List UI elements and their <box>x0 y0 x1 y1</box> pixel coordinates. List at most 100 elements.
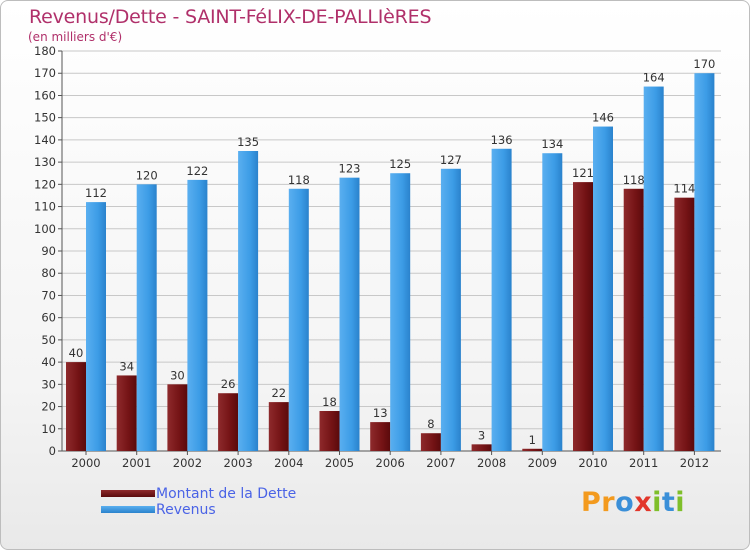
bar-revenus <box>643 86 664 452</box>
data-label-dette: 118 <box>623 173 645 187</box>
bar-revenus <box>187 179 208 451</box>
x-tick-label: 2003 <box>223 456 252 470</box>
x-tick-label: 2001 <box>122 456 151 470</box>
logo-letter: i <box>675 487 686 518</box>
bar-dette <box>167 384 188 451</box>
legend-label-revenus: Revenus <box>156 502 216 518</box>
x-tick-label: 2004 <box>274 456 303 470</box>
bar-revenus <box>86 202 106 451</box>
bar-revenus <box>593 126 613 452</box>
bar-revenus <box>136 184 157 452</box>
bar-dette <box>268 402 289 451</box>
x-tick-label: 2005 <box>325 456 354 470</box>
x-tick-label: 2008 <box>477 456 506 470</box>
y-tick-label: 60 <box>41 311 56 325</box>
logo-letter: i <box>652 487 662 518</box>
y-tick-label: 40 <box>41 355 56 369</box>
y-tick-label: 100 <box>34 222 56 236</box>
data-label-revenus: 164 <box>643 71 665 85</box>
data-label-dette: 121 <box>572 166 594 180</box>
data-label-dette: 40 <box>69 346 84 360</box>
data-label-revenus: 127 <box>440 153 462 167</box>
y-tick-label: 90 <box>41 244 56 258</box>
legend: Montant de la Dette Revenus <box>101 486 361 519</box>
legend-swatch-dette <box>101 490 155 497</box>
bar-dette <box>623 188 644 451</box>
data-label-dette: 13 <box>373 406 388 420</box>
data-label-revenus: 135 <box>237 135 259 149</box>
bar-revenus <box>339 177 360 451</box>
data-label-revenus: 136 <box>491 133 513 147</box>
logo-letter: x <box>634 487 653 518</box>
data-label-dette: 30 <box>170 368 185 382</box>
data-label-revenus: 146 <box>592 111 614 125</box>
x-tick-label: 2002 <box>173 456 202 470</box>
y-tick-label: 30 <box>41 377 56 391</box>
bar-revenus <box>694 73 715 451</box>
x-tick-label: 2009 <box>528 456 557 470</box>
x-tick-label: 2007 <box>426 456 455 470</box>
x-tick-label: 2010 <box>578 456 607 470</box>
y-tick-label: 20 <box>41 400 56 414</box>
y-tick-label: 180 <box>34 44 56 58</box>
legend-swatch-revenus <box>101 506 155 513</box>
y-tick-label: 80 <box>41 266 56 280</box>
bars <box>66 73 715 452</box>
y-tick-label: 170 <box>34 66 56 80</box>
legend-label-dette: Montant de la Dette <box>156 486 297 502</box>
logo-letter: t <box>661 487 676 518</box>
bar-dette <box>573 182 593 451</box>
labels: 0102030405060708090100110120130140150160… <box>34 44 715 470</box>
bar-revenus <box>542 153 563 451</box>
data-label-revenus: 134 <box>541 137 563 151</box>
bar-dette <box>471 444 492 451</box>
data-label-revenus: 123 <box>339 162 361 176</box>
logo-letter: P <box>581 487 602 518</box>
data-label-dette: 3 <box>478 428 485 442</box>
bar-dette <box>116 375 137 451</box>
x-tick-label: 2011 <box>629 456 658 470</box>
data-label-revenus: 118 <box>288 173 310 187</box>
bar-revenus <box>491 148 512 451</box>
data-label-dette: 18 <box>322 395 337 409</box>
data-label-revenus: 122 <box>186 164 208 178</box>
data-label-dette: 22 <box>271 386 286 400</box>
y-tick-label: 150 <box>34 111 56 125</box>
y-tick-label: 110 <box>34 200 56 214</box>
data-label-dette: 1 <box>529 433 536 447</box>
x-tick-label: 2006 <box>376 456 405 470</box>
bar-dette <box>218 393 239 451</box>
bar-dette <box>319 411 340 451</box>
proxiti-logo: Proxiti <box>581 487 685 518</box>
y-tick-label: 160 <box>34 88 56 102</box>
bar-revenus <box>390 173 411 451</box>
data-label-revenus: 112 <box>85 186 107 200</box>
bar-revenus <box>440 168 461 451</box>
chart-subtitle: (en milliers d'€) <box>28 30 123 44</box>
bar-revenus <box>288 188 309 451</box>
axes <box>58 50 721 455</box>
y-tick-label: 140 <box>34 133 56 147</box>
y-tick-label: 130 <box>34 155 56 169</box>
data-label-revenus: 170 <box>693 57 715 71</box>
logo-letter: o <box>615 487 635 518</box>
data-label-dette: 8 <box>427 417 434 431</box>
bar-dette <box>370 422 391 451</box>
data-label-revenus: 120 <box>136 168 158 182</box>
data-label-dette: 34 <box>119 359 134 373</box>
bar-dette <box>420 433 441 451</box>
bar-dette <box>66 362 86 451</box>
bar-dette <box>674 197 695 451</box>
chart-title: Revenus/Dette - SAINT-FéLIX-DE-PALLIèRES <box>29 6 432 28</box>
x-tick-label: 2000 <box>71 456 100 470</box>
legend-item-dette: Montant de la Dette <box>101 486 361 503</box>
data-label-dette: 114 <box>673 182 695 196</box>
bar-dette <box>522 448 543 451</box>
y-tick-label: 50 <box>41 333 56 347</box>
y-tick-label: 10 <box>41 422 56 436</box>
data-label-dette: 26 <box>221 377 236 391</box>
bar-revenus <box>238 151 259 451</box>
y-tick-label: 0 <box>49 444 56 458</box>
